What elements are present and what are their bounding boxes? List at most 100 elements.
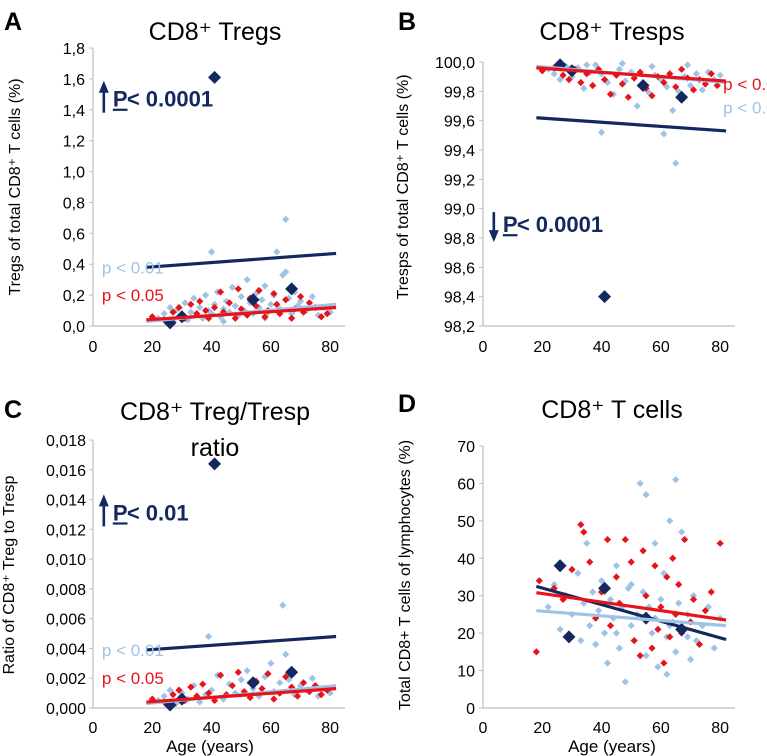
- scatter-point-light-blue: [282, 268, 290, 276]
- scatter-point-light-blue: [672, 648, 680, 656]
- x-tick-label: 40: [203, 339, 221, 356]
- scatter-point-red: [701, 607, 709, 615]
- scatter-point-red: [276, 310, 284, 318]
- scatter-point-light-blue: [648, 629, 656, 637]
- panel-label: B: [398, 8, 416, 36]
- p-value-annotation: < 0.0001: [517, 212, 603, 237]
- scatter-point-red: [586, 558, 594, 566]
- scatter-point-light-blue: [692, 637, 701, 645]
- chart-title: ratio: [191, 434, 240, 462]
- scatter-point-red: [624, 93, 632, 101]
- x-axis-label: Age (years): [166, 737, 254, 756]
- scatter-point-light-blue: [261, 282, 269, 290]
- panel-d-chart: D CD8⁺ T cells 0 10 20 30 40 50 60 70 0 20 40 60 80 Tot…: [397, 390, 735, 756]
- scatter-point-light-blue: [288, 310, 296, 318]
- scatter-point-red: [568, 565, 576, 574]
- scatter-point-dark-blue: [598, 290, 612, 304]
- scatter-point-light-blue: [285, 676, 293, 684]
- p-value-annotation-light-blue: p < 0.01: [723, 98, 767, 117]
- scatter-point-red: [148, 695, 156, 703]
- y-axis-label: Tregs of total CD8⁺ T cells (%): [7, 78, 24, 295]
- scatter-point-light-blue: [583, 539, 591, 547]
- scatter-point-red: [681, 535, 689, 544]
- scatter-point-red: [707, 588, 715, 596]
- scatter-point-red: [657, 603, 665, 611]
- scatter-point-red: [648, 644, 656, 652]
- scatter-point-light-blue: [308, 293, 316, 301]
- x-tick-label: 80: [321, 339, 339, 356]
- scatter-point-red: [606, 90, 615, 98]
- panel-label: A: [4, 8, 22, 36]
- y-tick-label: 0,8: [63, 195, 85, 212]
- scatter-point-red: [559, 71, 567, 79]
- scatter-point-light-blue: [166, 303, 174, 312]
- scatter-point-light-blue: [258, 296, 266, 304]
- scatter-point-red: [577, 78, 585, 87]
- scatter-point-light-blue: [267, 300, 275, 308]
- p-value-annotation: < 0.0001: [127, 87, 213, 112]
- trend-line-dark-blue: [146, 634, 337, 652]
- y-tick-label: 40: [457, 551, 475, 568]
- chart-title: CD8⁺ Tregs: [149, 18, 282, 46]
- x-tick-label: 60: [652, 339, 670, 356]
- scatter-point-red: [642, 592, 650, 600]
- scatter-point-light-blue: [663, 83, 671, 91]
- scatter-point-light-blue: [595, 607, 603, 615]
- p-value-annotation-red: p < 0.05: [102, 669, 164, 688]
- scatter-point-red: [689, 595, 698, 604]
- scatter-point-red: [317, 691, 325, 699]
- scatter-point-light-blue: [282, 215, 290, 224]
- scatter-point-light-blue: [586, 622, 594, 630]
- scatter-point-red: [672, 83, 680, 91]
- scatter-point-red: [669, 554, 677, 562]
- scatter-point-red: [193, 692, 201, 700]
- scatter-point-red: [288, 314, 296, 322]
- x-tick-label: 0: [89, 339, 98, 356]
- scatter-point-light-blue: [550, 580, 558, 589]
- p-value-annotation-light-blue: p < 0.01: [102, 258, 164, 277]
- arrow-up-icon-head: [98, 494, 109, 507]
- scatter-point-red: [210, 303, 219, 312]
- y-tick-label: 0,2: [63, 288, 85, 305]
- scatter-point-red: [577, 521, 585, 529]
- scatter-point-red: [282, 673, 290, 681]
- y-tick-label: 0,6: [63, 226, 85, 243]
- panel-label: D: [398, 390, 416, 418]
- scatter-point-light-blue: [225, 308, 233, 316]
- scatter-point-red: [323, 310, 331, 318]
- scatter-point-light-blue: [642, 652, 650, 660]
- scatter-point-red: [240, 688, 248, 696]
- scatter-point-light-blue: [160, 692, 168, 700]
- scatter-point-red: [261, 313, 269, 321]
- p-value-annotation-prefix: P: [113, 87, 128, 112]
- y-tick-label: 20: [457, 626, 475, 643]
- scatter-point-light-blue: [187, 308, 195, 316]
- scatter-point-light-blue: [592, 640, 600, 648]
- scatter-point-light-blue: [618, 603, 626, 611]
- scatter-point-light-blue: [627, 580, 635, 589]
- scatter-point-light-blue: [597, 577, 606, 585]
- scatter-point-light-blue: [181, 299, 189, 307]
- scatter-point-light-blue: [621, 77, 629, 85]
- scatter-point-light-blue: [544, 603, 552, 611]
- y-tick-label: 60: [457, 476, 475, 493]
- y-tick-label: 0,010: [46, 552, 86, 569]
- scatter-point-red: [252, 302, 260, 310]
- scatter-point-red: [317, 313, 325, 321]
- y-tick-label: 70: [457, 439, 475, 456]
- scatter-point-red: [196, 297, 204, 305]
- y-tick-label: 99,2: [444, 172, 475, 189]
- scatter-point-red: [701, 80, 709, 88]
- y-tick-label: 0,000: [46, 701, 86, 718]
- scatter-point-red: [231, 314, 239, 322]
- scatter-point-red: [600, 76, 609, 84]
- y-tick-label: 1,6: [63, 72, 85, 89]
- scatter-point-red: [636, 652, 644, 660]
- scatter-point-red: [660, 78, 668, 87]
- y-tick-label: 98,2: [444, 319, 475, 336]
- scatter-point-light-blue: [618, 59, 626, 68]
- scatter-point-red: [612, 573, 621, 581]
- scatter-point-light-blue: [633, 102, 641, 110]
- scatter-point-red: [565, 76, 573, 84]
- scatter-point-red: [666, 70, 674, 78]
